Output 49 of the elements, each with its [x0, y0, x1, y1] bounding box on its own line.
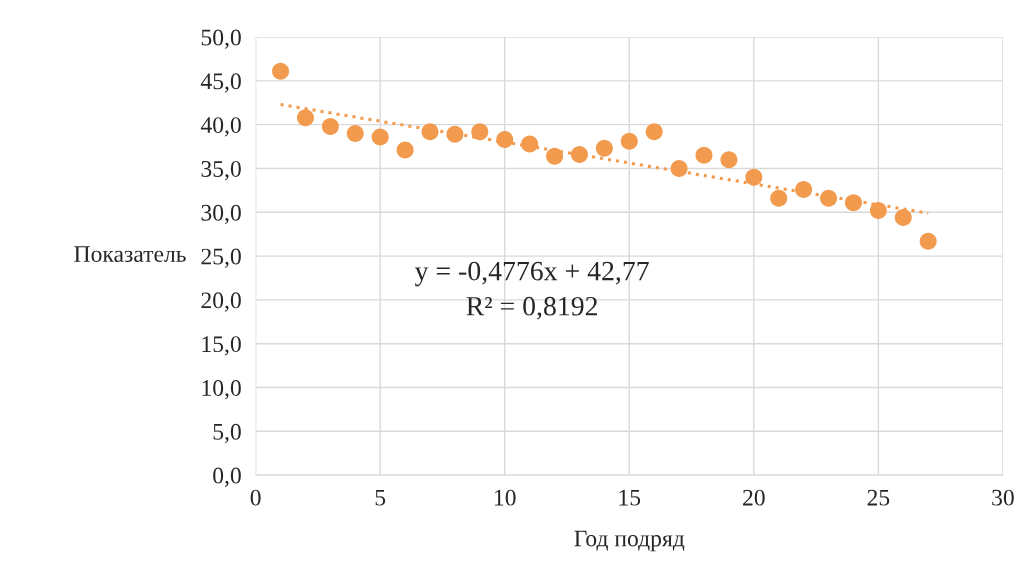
y-tick-label: 35,0 — [201, 160, 241, 181]
point — [570, 145, 588, 163]
point — [471, 123, 489, 141]
point — [745, 168, 763, 186]
x-tick-label: 25 — [867, 489, 890, 506]
point — [296, 109, 314, 127]
point — [670, 159, 688, 177]
point — [321, 117, 339, 135]
point — [820, 189, 838, 207]
y-axis-title: Показатель — [74, 246, 186, 262]
y-tick-label: 45,0 — [200, 73, 241, 93]
y-tick-label: 50,0 — [201, 29, 241, 49]
point — [396, 141, 414, 159]
point — [770, 189, 788, 207]
y-tick-label: 5,0 — [213, 423, 241, 444]
point — [446, 125, 464, 143]
y-tick-label: 15,0 — [202, 336, 241, 356]
point — [272, 62, 290, 80]
y-tick-label: 10,0 — [202, 379, 241, 400]
y-tick-label: 25,0 — [201, 248, 241, 268]
x-axis-title: Год подряд — [574, 530, 685, 552]
point — [645, 123, 663, 141]
point — [346, 124, 364, 142]
point — [371, 128, 389, 146]
x-tick-label: 20 — [743, 489, 765, 506]
point — [844, 194, 862, 212]
point — [595, 139, 613, 157]
annotation: R² = 0,8192 — [466, 296, 597, 320]
annotation: y = -0,4776x + 42,77 — [414, 261, 649, 287]
x-tick-label: 0 — [250, 489, 261, 506]
x-tick-label: 10 — [495, 489, 516, 506]
x-tick-label: 30 — [992, 489, 1014, 506]
point — [720, 151, 738, 169]
point — [695, 146, 713, 164]
point — [546, 147, 564, 165]
point — [496, 131, 514, 149]
point — [894, 209, 912, 227]
y-tick-label: 40,0 — [200, 117, 241, 137]
point — [869, 202, 887, 220]
point — [919, 232, 937, 250]
point — [620, 132, 638, 150]
point — [521, 135, 539, 153]
x-tick-label: 5 — [375, 489, 386, 506]
point — [795, 180, 813, 198]
y-tick-label: 0,0 — [213, 467, 241, 487]
y-tick-label: 30,0 — [201, 204, 241, 225]
y-tick-label: 20,0 — [201, 292, 241, 312]
point — [421, 123, 439, 141]
x-tick-label: 15 — [619, 489, 641, 506]
